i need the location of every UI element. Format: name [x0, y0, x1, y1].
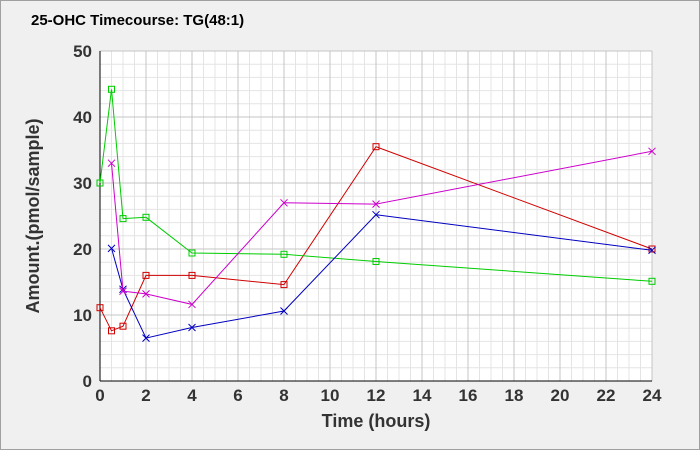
data-point-x: [648, 246, 656, 255]
series-2: [96, 85, 656, 285]
y-tick-label: 50: [73, 42, 92, 61]
x-tick-label: 24: [643, 386, 662, 405]
x-tick-label: 6: [233, 386, 242, 405]
x-tick-label: 8: [279, 386, 288, 405]
data-point-square: [119, 322, 127, 330]
series-line: [99, 146, 653, 332]
data-point-square: [280, 250, 288, 258]
series-layer: [96, 85, 656, 342]
data-point-x: [107, 244, 116, 253]
data-point-square: [96, 304, 104, 312]
data-point-square: [142, 213, 150, 221]
data-point-square: [119, 215, 127, 223]
x-axis-label: Time (hours): [322, 411, 431, 431]
x-tick-label: 20: [551, 386, 570, 405]
data-point-x: [142, 290, 150, 298]
y-tick-label: 10: [73, 306, 92, 325]
data-point-square: [188, 271, 196, 279]
data-point-x: [280, 198, 288, 207]
data-point-x: [142, 334, 150, 342]
data-point-square: [372, 258, 380, 265]
series-line: [99, 89, 653, 282]
chart-title: 25-OHC Timecourse: TG(48:1): [31, 12, 245, 29]
x-tick-label: 16: [459, 386, 478, 405]
y-tick-label: 0: [83, 372, 92, 391]
y-tick-label: 30: [73, 174, 92, 193]
x-tick-label: 2: [141, 386, 150, 405]
data-point-square: [372, 143, 380, 151]
data-point-x: [372, 200, 380, 208]
data-point-x: [107, 159, 116, 168]
x-tick-label: 4: [187, 386, 197, 405]
data-point-square: [648, 277, 656, 285]
x-tick-label: 18: [505, 386, 524, 405]
x-tick-label: 14: [413, 386, 432, 405]
data-point-x: [280, 307, 288, 315]
y-tick-label: 40: [73, 108, 92, 127]
y-axis-label: Amount.(pmol/sample): [23, 118, 43, 313]
data-point-square: [108, 85, 115, 93]
x-tick-label: 22: [597, 386, 616, 405]
data-point-square: [648, 245, 656, 253]
y-tick-labels: 0 10 20 30 40 50: [73, 42, 92, 391]
x-tick-label: 12: [367, 386, 386, 405]
data-point-square: [108, 327, 115, 335]
data-point-square: [188, 249, 196, 257]
x-tick-label: 0: [95, 386, 104, 405]
data-point-x: [188, 300, 196, 309]
data-point-x: [188, 323, 196, 332]
data-point-x: [648, 147, 656, 156]
y-tick-label: 20: [73, 240, 92, 259]
data-point-x: [372, 210, 380, 219]
x-tick-label: 10: [321, 386, 340, 405]
data-point-square: [142, 271, 150, 279]
data-point-x: [119, 287, 127, 296]
data-point-square: [280, 281, 288, 289]
series-4: [107, 147, 656, 309]
data-point-square: [96, 179, 104, 187]
x-tick-labels: 0 2 4 6 8 10 12 14 16 18 20 22 24: [95, 386, 662, 405]
series-1: [96, 143, 656, 335]
